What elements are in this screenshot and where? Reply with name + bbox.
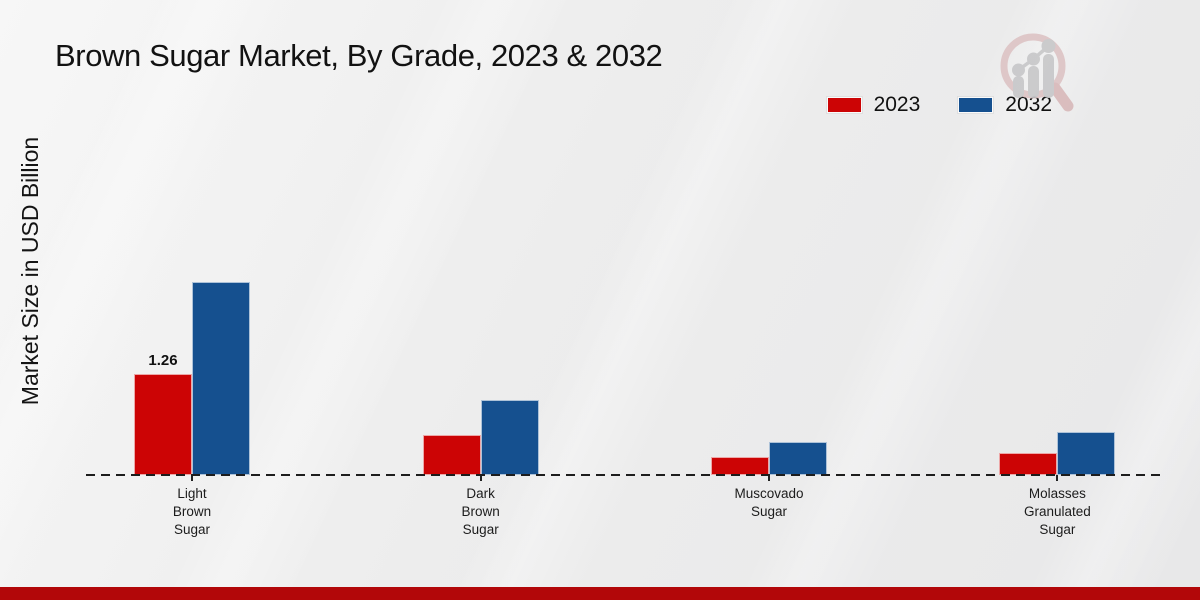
y-axis-label: Market Size in USD Billion bbox=[17, 136, 43, 406]
bar-2023-dark-brown-sugar bbox=[422, 435, 481, 475]
bar-2032-molasses-granulated-sugar bbox=[1057, 432, 1116, 475]
legend-swatch-2023-icon bbox=[826, 97, 862, 113]
x-axis-tick bbox=[768, 475, 770, 481]
x-axis-tick bbox=[1056, 475, 1059, 481]
bar-2032-muscovado-sugar bbox=[769, 442, 827, 475]
legend-label-2032: 2032 bbox=[1005, 93, 1052, 116]
legend-item-2032: 2032 bbox=[958, 93, 1052, 117]
legend-swatch-2032-icon bbox=[958, 97, 994, 113]
bar-2023-light-brown-sugar bbox=[134, 374, 192, 475]
data-label-2023-light-brown-sugar: 1.26 bbox=[148, 352, 178, 369]
bar-2023-muscovado-sugar bbox=[711, 457, 769, 475]
bar-2032-light-brown-sugar bbox=[192, 282, 250, 475]
bar-2032-dark-brown-sugar bbox=[480, 400, 539, 475]
x-axis-tick bbox=[479, 475, 482, 481]
category-label-molasses-granulated-sugar: Molasses Granulated Sugar bbox=[1023, 486, 1091, 537]
legend: 2023 2032 bbox=[826, 93, 1052, 117]
bar-2023-molasses-granulated-sugar bbox=[999, 453, 1058, 475]
category-label-dark-brown-sugar: Dark Brown Sugar bbox=[461, 486, 500, 537]
category-label-light-brown-sugar: Light Brown Sugar bbox=[172, 486, 212, 537]
legend-label-2023: 2023 bbox=[873, 93, 921, 116]
chart-title: Brown Sugar Market, By Grade, 2023 & 203… bbox=[55, 38, 663, 73]
magnifier-bar-chart-logo-icon bbox=[1000, 33, 1074, 112]
x-axis-baseline bbox=[86, 474, 1163, 476]
footer-accent-band bbox=[0, 587, 1200, 600]
legend-item-2023: 2023 bbox=[826, 93, 921, 117]
x-axis-tick bbox=[191, 475, 193, 481]
category-label-muscovado-sugar: Muscovado Sugar bbox=[734, 486, 804, 519]
